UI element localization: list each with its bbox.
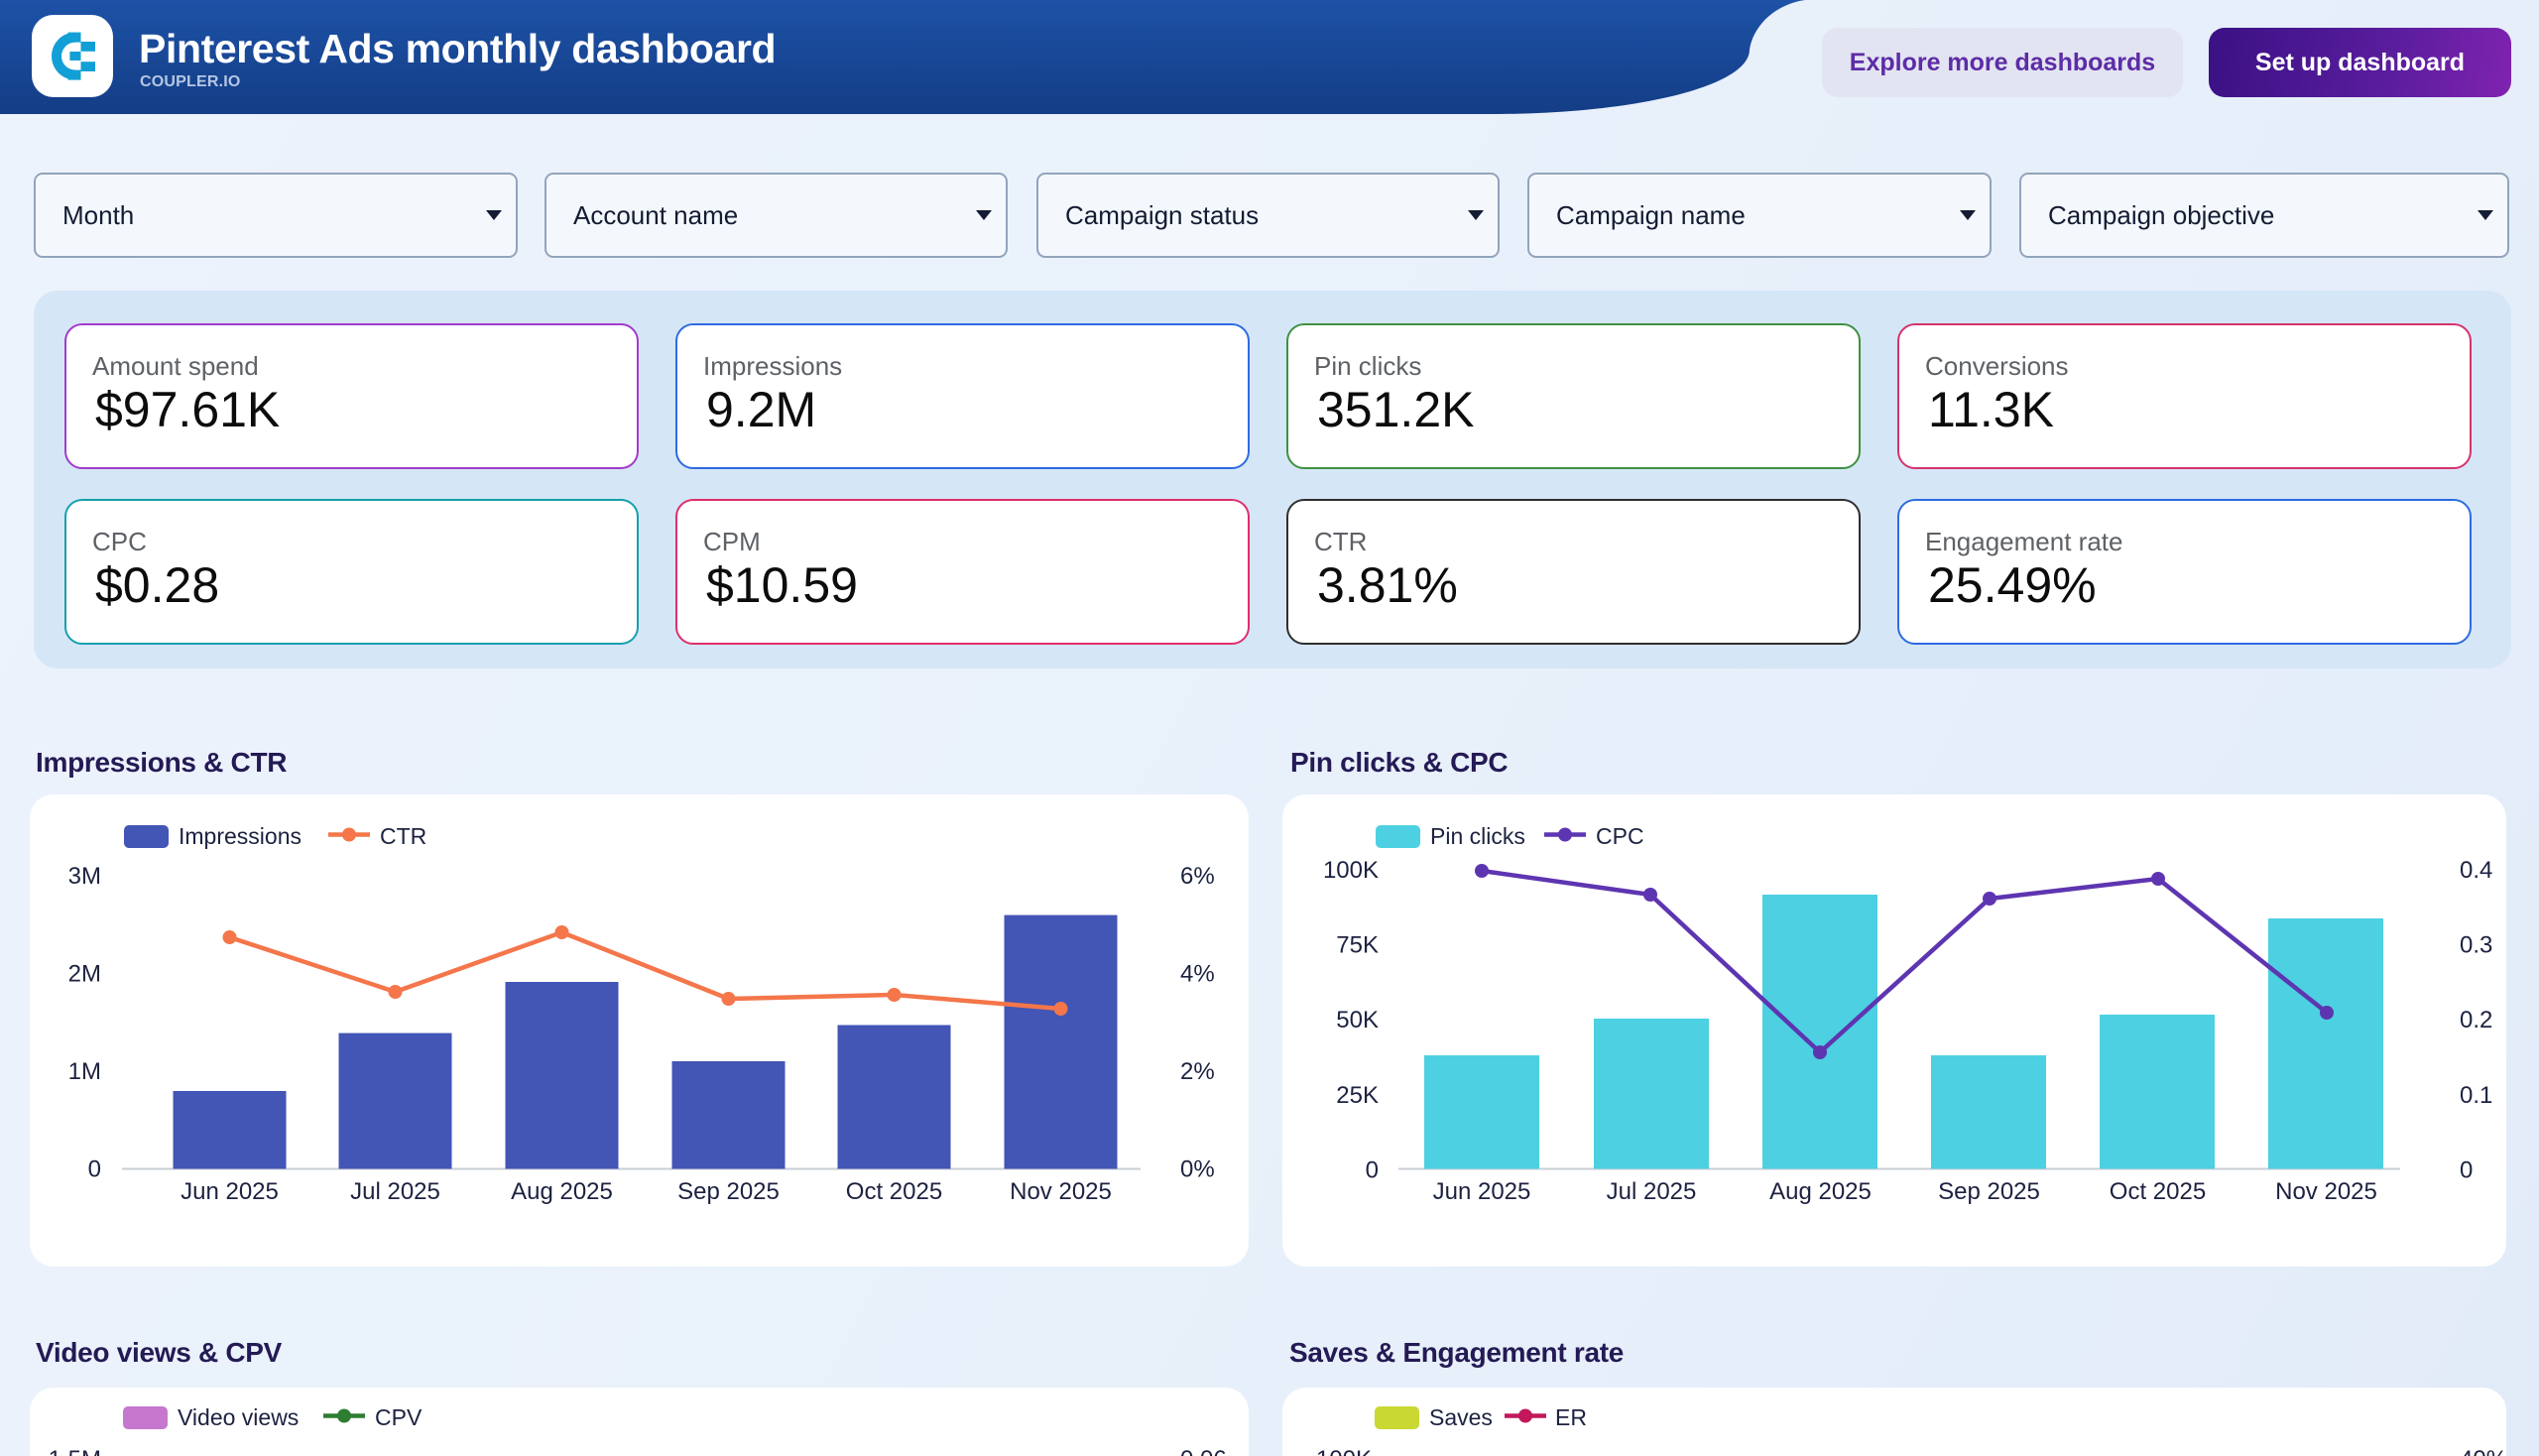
svg-text:Impressions: Impressions <box>179 823 302 849</box>
svg-text:0: 0 <box>1366 1156 1379 1183</box>
svg-text:100K: 100K <box>1316 1446 1372 1456</box>
svg-text:2M: 2M <box>68 961 101 988</box>
svg-text:3M: 3M <box>68 863 101 890</box>
svg-text:6%: 6% <box>1180 863 1215 890</box>
svg-text:Nov 2025: Nov 2025 <box>1010 1178 1112 1205</box>
svg-text:Aug 2025: Aug 2025 <box>511 1178 613 1205</box>
svg-text:0: 0 <box>88 1156 101 1183</box>
svg-text:4%: 4% <box>1180 961 1215 988</box>
svg-text:Sep 2025: Sep 2025 <box>1938 1178 2040 1205</box>
svg-text:Jun 2025: Jun 2025 <box>1433 1178 1531 1205</box>
svg-text:0%: 0% <box>1180 1156 1215 1183</box>
svg-text:0.1: 0.1 <box>2460 1082 2492 1109</box>
svg-text:0.06: 0.06 <box>1180 1446 1227 1456</box>
svg-text:Sep 2025: Sep 2025 <box>677 1178 780 1205</box>
svg-text:2%: 2% <box>1180 1058 1215 1085</box>
svg-text:CTR: CTR <box>380 823 426 849</box>
svg-text:50K: 50K <box>1336 1007 1379 1033</box>
svg-text:0: 0 <box>2460 1156 2473 1183</box>
svg-text:Saves: Saves <box>1429 1404 1493 1430</box>
svg-text:25K: 25K <box>1336 1082 1379 1109</box>
svg-text:Jul 2025: Jul 2025 <box>1607 1178 1697 1205</box>
svg-text:CPC: CPC <box>1596 823 1644 849</box>
svg-text:Jul 2025: Jul 2025 <box>350 1178 440 1205</box>
svg-text:0.3: 0.3 <box>2460 932 2492 959</box>
svg-text:ER: ER <box>1555 1404 1587 1430</box>
svg-text:1.5M: 1.5M <box>49 1446 101 1456</box>
svg-text:1M: 1M <box>68 1058 101 1085</box>
svg-text:Jun 2025: Jun 2025 <box>181 1178 279 1205</box>
svg-text:40%: 40% <box>2460 1446 2506 1456</box>
svg-text:0.2: 0.2 <box>2460 1007 2492 1033</box>
svg-text:Pin clicks: Pin clicks <box>1430 823 1525 849</box>
svg-text:CPV: CPV <box>375 1404 423 1430</box>
svg-text:100K: 100K <box>1323 857 1379 884</box>
svg-text:Oct 2025: Oct 2025 <box>2110 1178 2206 1205</box>
svg-text:Aug 2025: Aug 2025 <box>1769 1178 1872 1205</box>
svg-text:0.4: 0.4 <box>2460 857 2492 884</box>
svg-text:75K: 75K <box>1336 932 1379 959</box>
svg-text:Oct 2025: Oct 2025 <box>846 1178 942 1205</box>
svg-text:Video views: Video views <box>178 1404 299 1430</box>
svg-text:Nov 2025: Nov 2025 <box>2275 1178 2377 1205</box>
